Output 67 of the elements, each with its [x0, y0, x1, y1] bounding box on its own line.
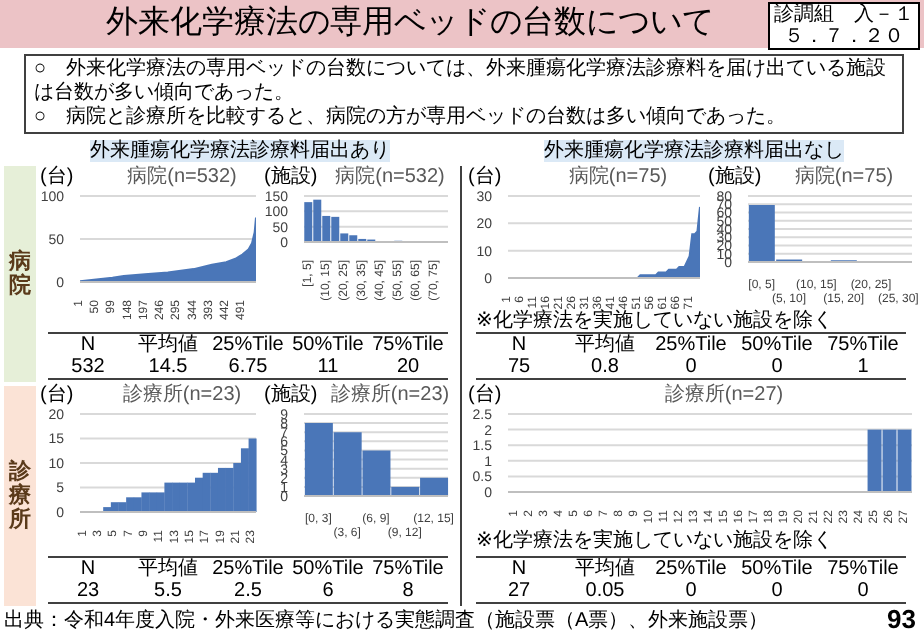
text: N: [78, 334, 98, 356]
text: 25%Tile: [210, 558, 286, 580]
text: 20: [394, 356, 422, 378]
y-axis-title: (施設): [264, 166, 318, 188]
text: 50%Tile: [290, 558, 366, 580]
text: 27: [505, 580, 533, 602]
text: 0.05: [583, 580, 627, 602]
text: 0: [683, 356, 699, 378]
text: 平均値: [573, 558, 637, 580]
text: 14.5: [146, 356, 190, 378]
text: N: [78, 558, 98, 580]
text: 532: [69, 356, 107, 378]
chart-title: 病院(n=532): [333, 166, 447, 188]
text: 50%Tile: [739, 334, 815, 356]
text: 診調組 入－１: [772, 4, 916, 26]
text: 0.8: [589, 356, 621, 378]
text: 25%Tile: [210, 334, 286, 356]
chart-title: 診療所(n=27): [662, 384, 786, 406]
text: 8: [400, 580, 416, 602]
text: 平均値: [136, 558, 200, 580]
text: 75: [505, 356, 533, 378]
text: 6: [320, 580, 336, 602]
text: 平均値: [136, 334, 200, 356]
source-note: 出典：令和4年度入院・外来医療等における実態調査（施設票（A票）、外来施設票）: [4, 610, 769, 634]
text: 23: [74, 580, 102, 602]
text: 93: [887, 604, 916, 634]
text: 診療所: [9, 460, 31, 532]
text: N: [509, 334, 529, 356]
text: 75%Tile: [370, 558, 446, 580]
text: ○ 外来化学療法の専用ベッドの台数については、外来腫瘍化学療法診療料を届け出ている施設は台数が多い傾向であった。: [34, 58, 889, 105]
text: 6.75: [226, 356, 270, 378]
y-axis-title: (施設): [264, 384, 318, 406]
text: 25%Tile: [653, 558, 729, 580]
y-axis-title: (台): [468, 166, 502, 188]
chart-title: 病院(n=532): [125, 166, 239, 188]
text: ５．７．２０: [782, 26, 906, 48]
text: 0: [683, 580, 699, 602]
y-axis-title: (台): [468, 384, 502, 406]
text: 75%Tile: [825, 558, 901, 580]
text: 病院: [9, 250, 31, 298]
text: ※化学療法を実施していない施設を除く: [476, 310, 833, 332]
text: 75%Tile: [825, 334, 901, 356]
text: 50%Tile: [290, 334, 366, 356]
text: 平均値: [573, 334, 637, 356]
text: 75%Tile: [370, 334, 446, 356]
text: 50%Tile: [739, 558, 815, 580]
text: 11: [315, 356, 341, 378]
text: 5.5: [152, 580, 184, 602]
text: ○ 病院と診療所を比較すると、病院の方が専用ベッドの台数は多い傾向であった。: [34, 106, 789, 130]
y-axis-title: (台): [40, 384, 74, 406]
chart-title: 病院(n=75): [566, 166, 670, 188]
text: 外来腫瘍化学療法診療料届出あり: [90, 140, 390, 162]
text: 0: [769, 356, 785, 378]
chart-title: 診療所(n=23): [328, 384, 452, 406]
y-axis-title: (施設): [708, 166, 762, 188]
text: ※化学療法を実施していない施設を除く: [476, 530, 833, 552]
text: 25%Tile: [653, 334, 729, 356]
text: 0: [855, 580, 871, 602]
text: 2.5: [232, 580, 264, 602]
chart-title: 診療所(n=23): [120, 384, 244, 406]
y-axis-title: (台): [40, 166, 74, 188]
text: 外来腫瘍化学療法診療料届出なし: [544, 140, 844, 162]
text: N: [509, 558, 529, 580]
text: 外来化学療法の専用ベッドの台数について: [104, 6, 716, 42]
chart-title: 病院(n=75): [792, 166, 896, 188]
text: 0: [769, 580, 785, 602]
text: 1: [855, 356, 871, 378]
